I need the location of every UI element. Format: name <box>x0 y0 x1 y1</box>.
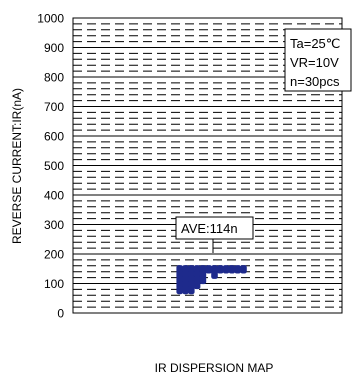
y-tick-label: 600 <box>44 130 64 144</box>
points-layer <box>176 265 247 295</box>
data-point <box>205 265 212 274</box>
plot-frame <box>72 17 343 314</box>
legend-sample-count: n=30pcs <box>290 74 340 89</box>
y-tick-label: 0 <box>57 307 64 321</box>
y-axis-title: REVERSE CURRENT:IR(nA) <box>10 88 24 244</box>
average-label: AVE:114n <box>181 221 238 236</box>
y-tick-label: 700 <box>44 100 64 114</box>
data-point <box>188 285 195 295</box>
data-point <box>182 285 189 295</box>
y-tick-label: 200 <box>44 248 64 262</box>
data-point <box>217 265 224 274</box>
data-point <box>199 275 207 285</box>
ticks-layer: 0 100 200 300 400 500 600 700 800 900 1000 <box>37 12 64 321</box>
data-point <box>193 280 201 290</box>
y-tick-label: 900 <box>44 41 64 55</box>
data-point <box>240 265 247 274</box>
y-tick-label: 1000 <box>37 12 64 26</box>
average-annotation: AVE:114n <box>175 216 254 253</box>
data-point <box>222 265 230 274</box>
legend-box: Ta=25℃ VR=10V n=30pcs <box>284 28 352 92</box>
data-point <box>176 285 183 295</box>
chart-title: IR DISPERSION MAP <box>155 361 274 375</box>
data-point <box>211 270 218 279</box>
average-label-box <box>175 216 254 240</box>
legend-temperature: Ta=25℃ <box>290 36 340 51</box>
y-tick-label: 400 <box>44 189 64 203</box>
y-tick-label: 100 <box>44 277 64 291</box>
y-tick-label: 500 <box>44 159 64 173</box>
legend-voltage: VR=10V <box>290 55 339 70</box>
y-tick-label: 300 <box>44 218 64 232</box>
data-point <box>234 265 241 274</box>
data-point <box>228 265 236 274</box>
y-tick-label: 800 <box>44 71 64 85</box>
legend-rect <box>284 28 352 92</box>
